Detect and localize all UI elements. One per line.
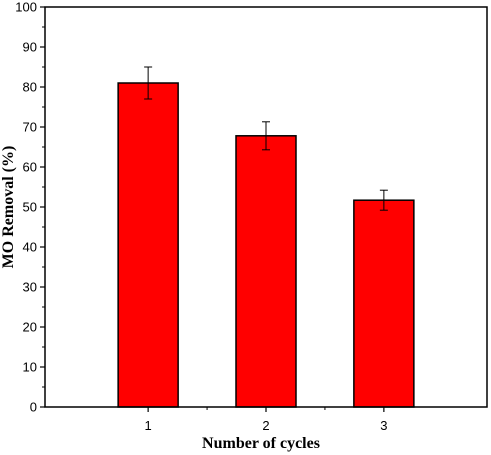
y-tick-label: 100 (15, 0, 37, 15)
y-tick-label: 70 (23, 120, 37, 135)
y-tick-label: 30 (23, 280, 37, 295)
y-tick-label: 80 (23, 80, 37, 95)
bar (117, 82, 179, 408)
x-tick-label: 1 (145, 418, 152, 433)
y-tick-label: 40 (23, 240, 37, 255)
y-tick-label: 10 (23, 360, 37, 375)
x-tick-label: 3 (380, 418, 387, 433)
y-axis-title: MO Removal (%) (0, 146, 17, 269)
y-tick-label: 50 (23, 200, 37, 215)
x-tick-label: 2 (262, 418, 269, 433)
chart-marks (117, 66, 415, 408)
y-tick-label: 90 (23, 40, 37, 55)
y-tick-label: 20 (23, 320, 37, 335)
bar (353, 199, 415, 408)
bar (235, 135, 297, 408)
x-axis-title: Number of cycles (202, 435, 320, 452)
y-tick-label: 0 (30, 400, 37, 415)
axes: 0 10 20 30 40 50 60 70 80 90 100 1 2 3 (15, 0, 387, 433)
y-tick-label: 60 (23, 160, 37, 175)
